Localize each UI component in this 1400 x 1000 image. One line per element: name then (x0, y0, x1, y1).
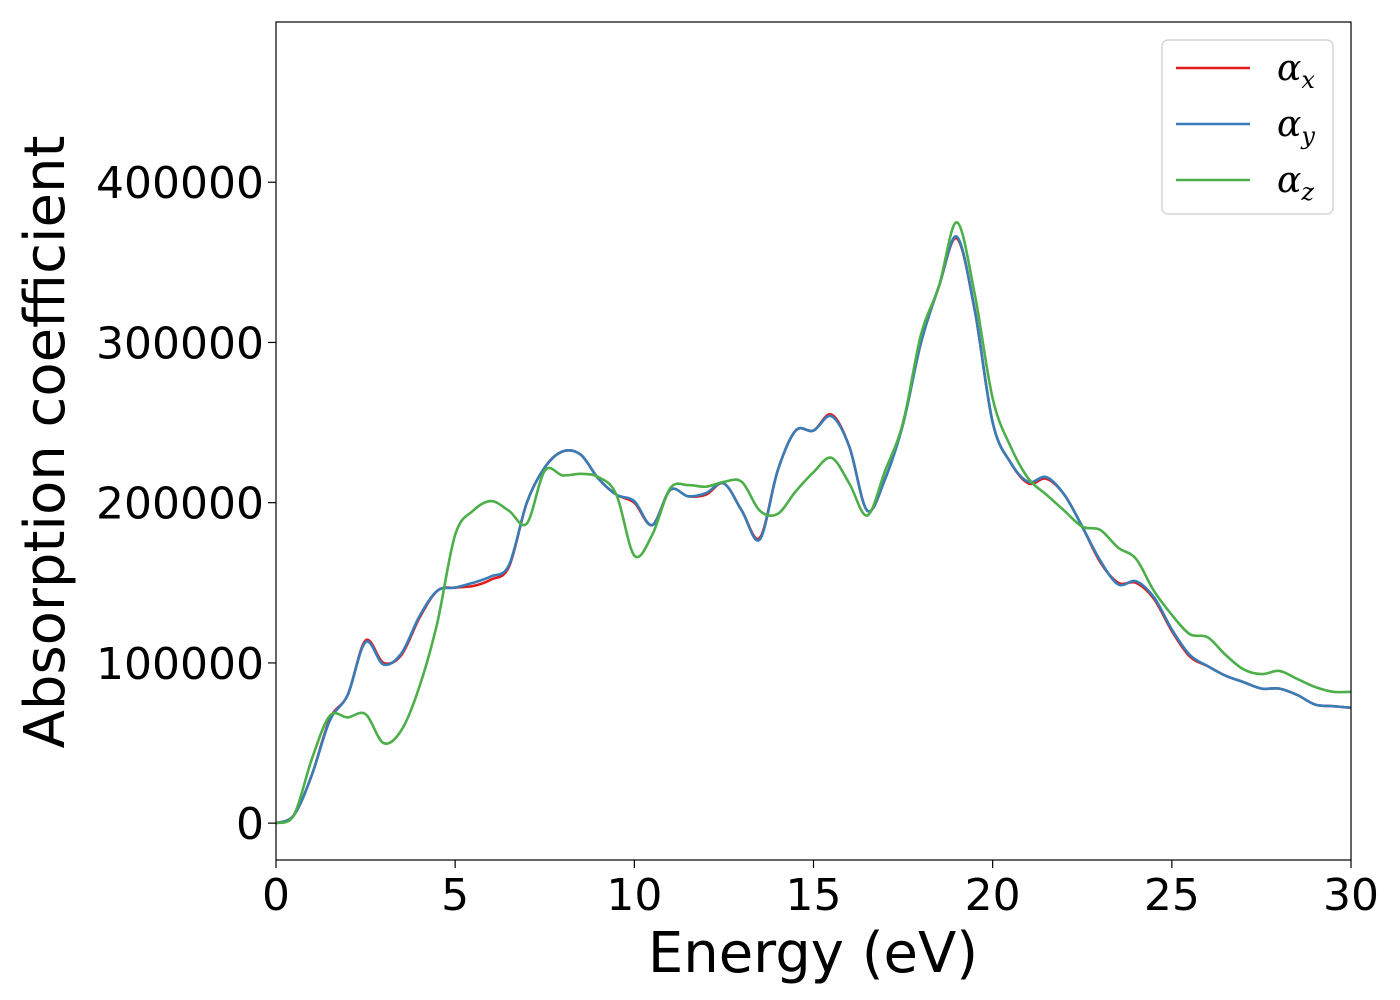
x-axis-label: Energy (eV) (648, 921, 978, 986)
series-line-alpha-x (275, 236, 1352, 825)
series-line-alpha-y (275, 235, 1352, 825)
legend-symbol: α (1277, 104, 1301, 145)
legend-subscript: x (1301, 66, 1315, 94)
y-tick-label: 100000 (96, 639, 264, 690)
y-tick-label: 300000 (96, 318, 264, 369)
y-axis-ticks: 0 100000 200000 300000 400000 (96, 158, 276, 850)
series-line-alpha-z (275, 220, 1352, 825)
series-lines (275, 220, 1352, 825)
legend-label-alpha-y: αy (1277, 104, 1315, 150)
x-tick-label: 5 (441, 870, 469, 921)
x-tick-label: 25 (1144, 870, 1200, 921)
x-tick-label: 0 (262, 870, 290, 921)
plot-frame (275, 21, 1352, 861)
x-tick-label: 20 (965, 870, 1021, 921)
legend-box (1161, 39, 1334, 215)
legend-label-alpha-z: αz (1277, 160, 1314, 206)
y-tick-label: 400000 (96, 158, 264, 209)
x-tick-label: 15 (786, 870, 842, 921)
x-tick-label: 30 (1323, 870, 1379, 921)
legend-symbol: α (1277, 160, 1301, 201)
x-tick-label: 10 (606, 870, 662, 921)
legend-subscript: y (1300, 122, 1315, 150)
y-tick-label: 0 (236, 799, 264, 850)
legend-subscript: z (1300, 178, 1314, 206)
y-tick-label: 200000 (96, 479, 264, 530)
legend-symbol: α (1277, 48, 1301, 89)
x-axis-ticks: 0 5 10 15 20 25 30 (262, 860, 1379, 921)
legend-label-alpha-x: αx (1277, 48, 1315, 94)
y-axis-label: Absorption coefficient (13, 136, 78, 749)
